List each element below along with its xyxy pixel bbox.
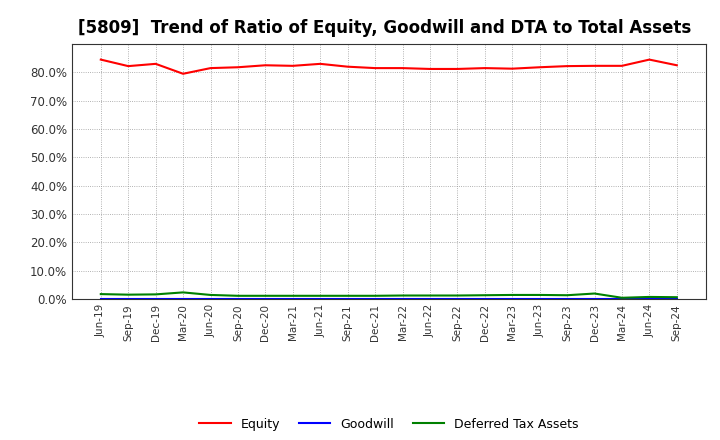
Deferred Tax Assets <box>96 291 105 297</box>
Equity <box>508 66 516 71</box>
Goodwill <box>371 297 379 302</box>
Equity <box>590 63 599 69</box>
Equity <box>233 65 242 70</box>
Deferred Tax Assets <box>480 293 489 298</box>
Equity <box>343 64 352 70</box>
Goodwill <box>618 297 626 302</box>
Deferred Tax Assets <box>343 293 352 298</box>
Equity <box>206 66 215 71</box>
Equity <box>672 62 681 68</box>
Deferred Tax Assets <box>398 293 407 298</box>
Equity <box>536 65 544 70</box>
Goodwill <box>590 297 599 302</box>
Deferred Tax Assets <box>316 293 325 298</box>
Deferred Tax Assets <box>261 293 270 298</box>
Deferred Tax Assets <box>536 292 544 297</box>
Goodwill <box>536 297 544 302</box>
Deferred Tax Assets <box>233 293 242 298</box>
Legend: Equity, Goodwill, Deferred Tax Assets: Equity, Goodwill, Deferred Tax Assets <box>194 413 583 436</box>
Goodwill <box>645 297 654 302</box>
Equity <box>453 66 462 72</box>
Goodwill <box>426 297 434 302</box>
Goodwill <box>261 297 270 302</box>
Goodwill <box>179 297 187 302</box>
Equity <box>96 57 105 62</box>
Deferred Tax Assets <box>289 293 297 298</box>
Goodwill <box>151 297 160 302</box>
Goodwill <box>96 297 105 302</box>
Equity <box>480 66 489 71</box>
Equity <box>563 63 572 69</box>
Goodwill <box>453 297 462 302</box>
Equity <box>261 62 270 68</box>
Goodwill <box>480 297 489 302</box>
Deferred Tax Assets <box>453 293 462 298</box>
Equity <box>151 61 160 66</box>
Goodwill <box>672 297 681 302</box>
Deferred Tax Assets <box>645 294 654 300</box>
Line: Deferred Tax Assets: Deferred Tax Assets <box>101 293 677 298</box>
Deferred Tax Assets <box>563 293 572 298</box>
Deferred Tax Assets <box>618 295 626 301</box>
Equity <box>398 66 407 71</box>
Equity <box>618 63 626 69</box>
Text: [5809]  Trend of Ratio of Equity, Goodwill and DTA to Total Assets: [5809] Trend of Ratio of Equity, Goodwil… <box>78 19 692 37</box>
Deferred Tax Assets <box>672 294 681 300</box>
Goodwill <box>343 297 352 302</box>
Deferred Tax Assets <box>590 291 599 296</box>
Equity <box>179 71 187 77</box>
Deferred Tax Assets <box>124 292 132 297</box>
Deferred Tax Assets <box>508 292 516 297</box>
Goodwill <box>124 297 132 302</box>
Deferred Tax Assets <box>179 290 187 295</box>
Goodwill <box>316 297 325 302</box>
Goodwill <box>289 297 297 302</box>
Deferred Tax Assets <box>206 292 215 297</box>
Goodwill <box>563 297 572 302</box>
Equity <box>124 63 132 69</box>
Deferred Tax Assets <box>426 293 434 298</box>
Equity <box>426 66 434 72</box>
Goodwill <box>206 297 215 302</box>
Equity <box>645 57 654 62</box>
Equity <box>289 63 297 69</box>
Goodwill <box>398 297 407 302</box>
Deferred Tax Assets <box>371 293 379 298</box>
Goodwill <box>233 297 242 302</box>
Goodwill <box>508 297 516 302</box>
Equity <box>371 66 379 71</box>
Deferred Tax Assets <box>151 292 160 297</box>
Equity <box>316 61 325 66</box>
Line: Equity: Equity <box>101 59 677 74</box>
